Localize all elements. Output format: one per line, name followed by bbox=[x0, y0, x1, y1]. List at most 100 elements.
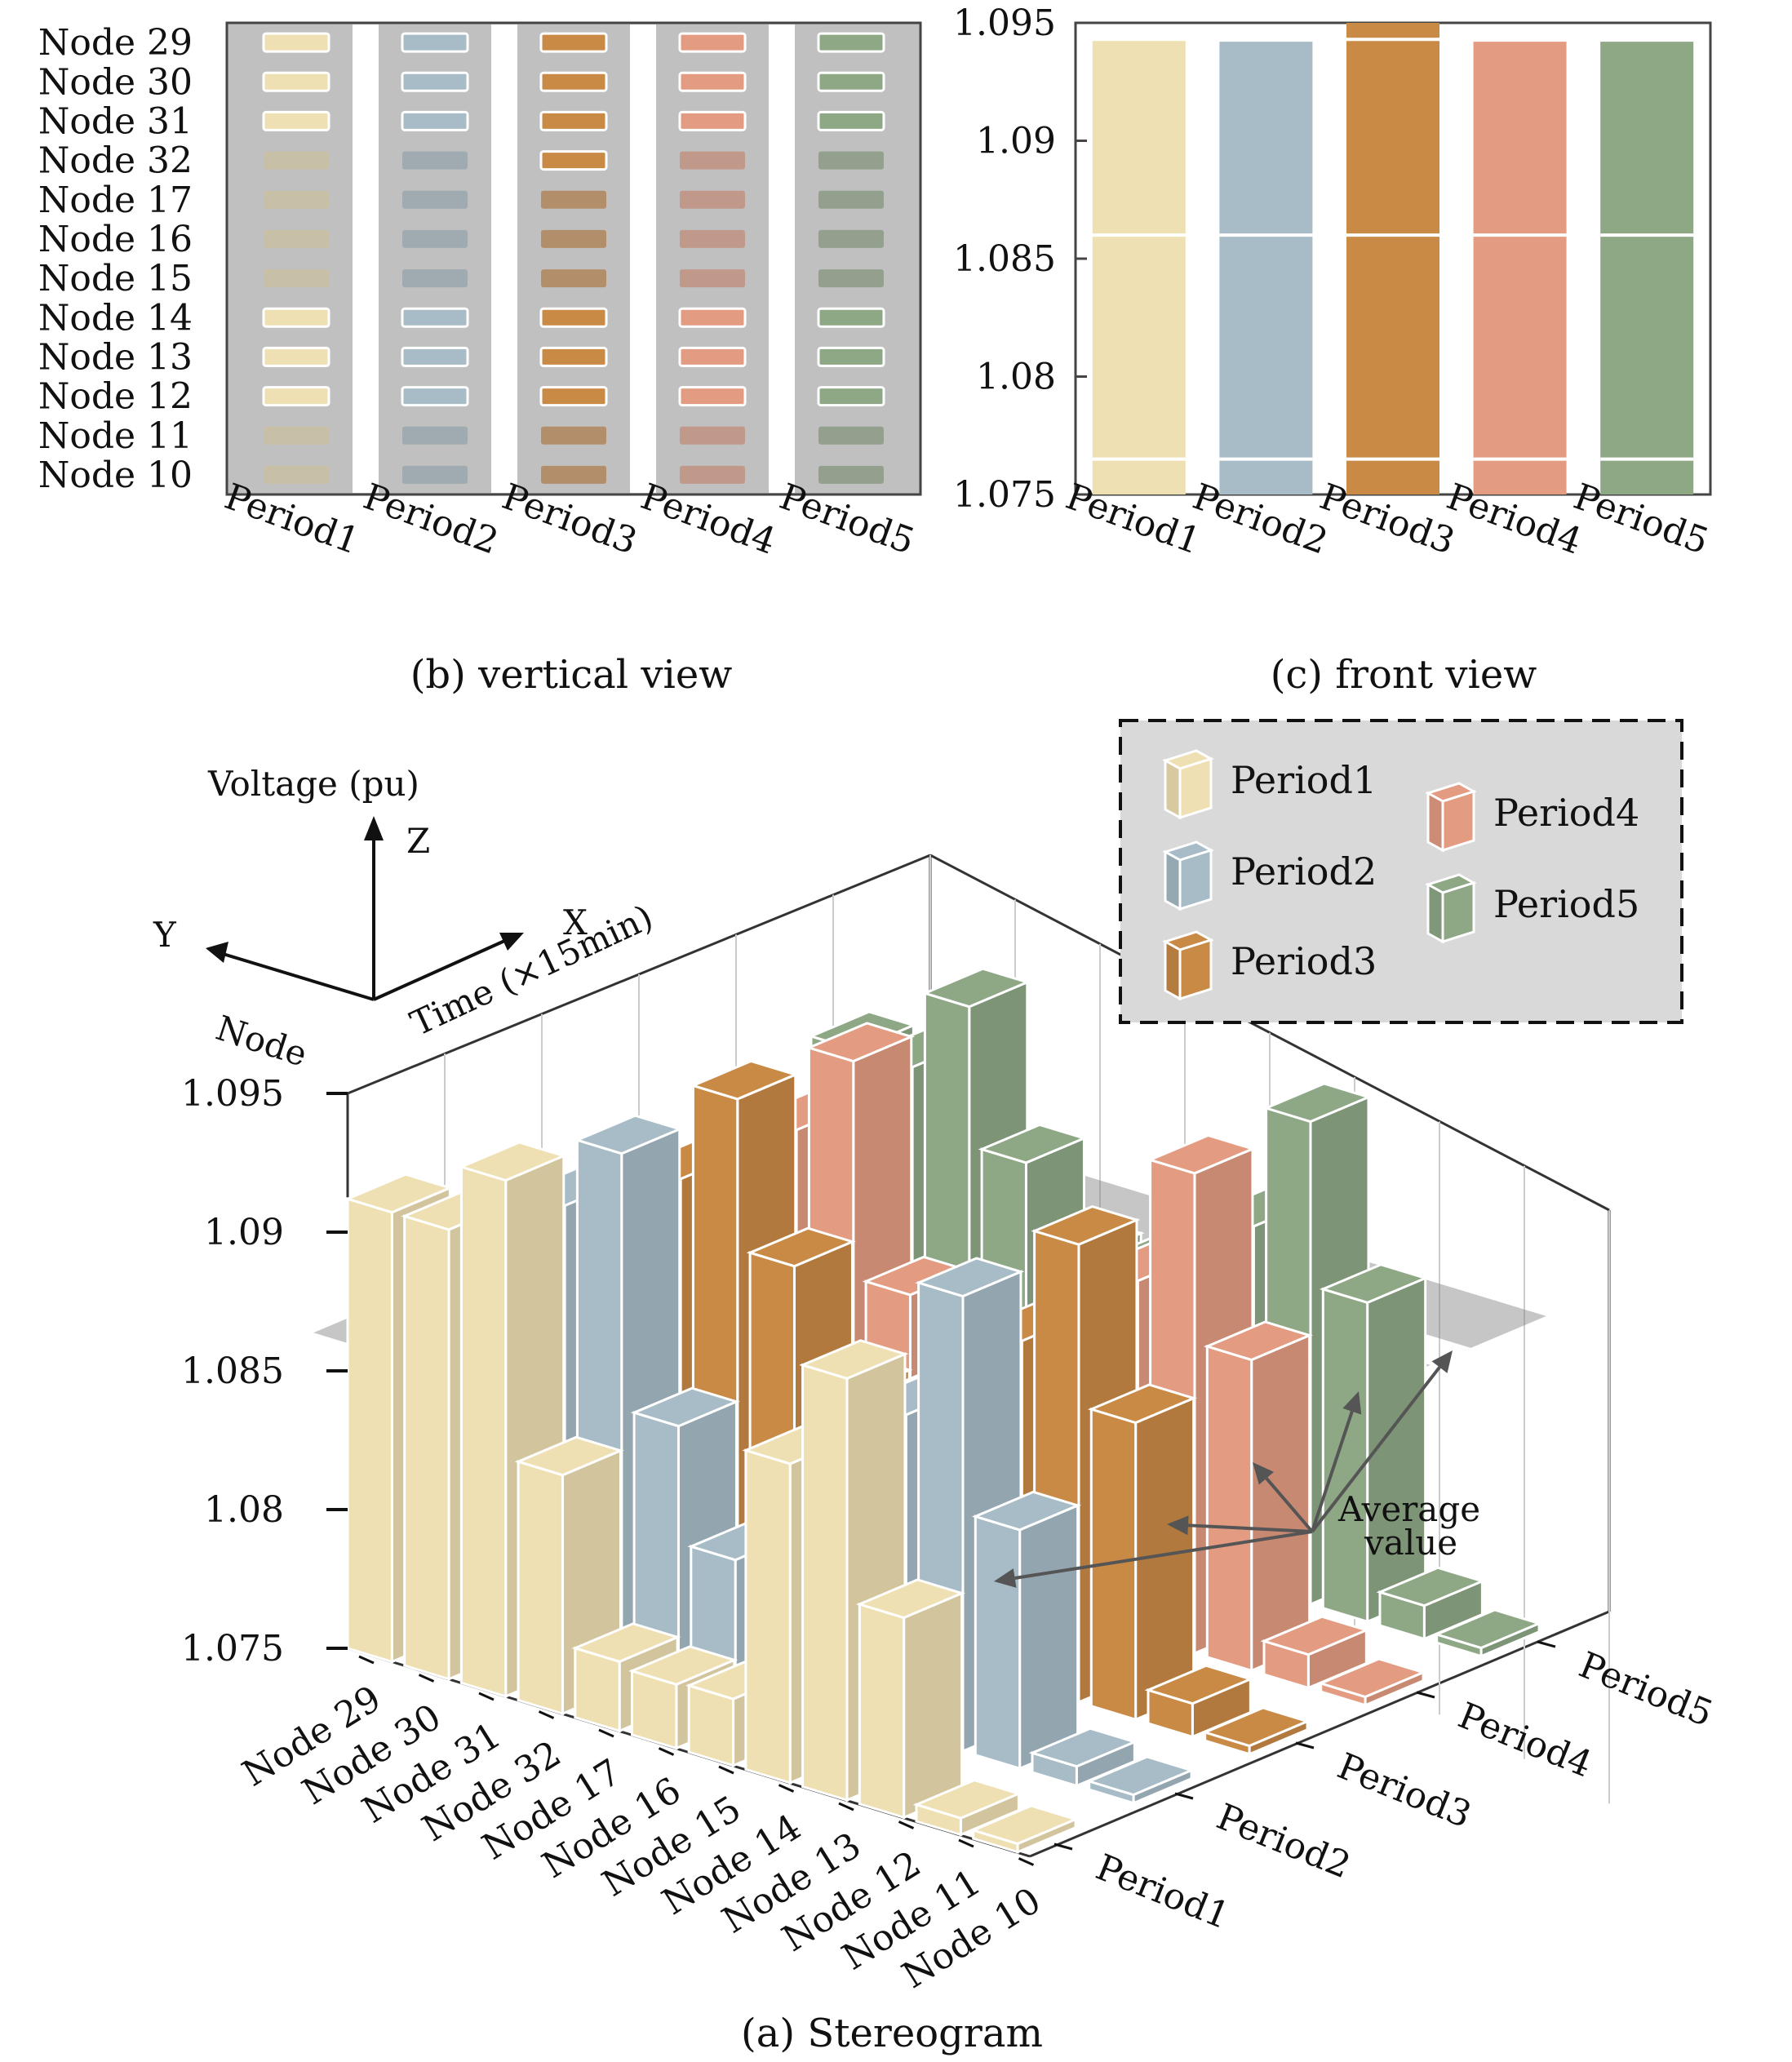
stereo-bar-top bbox=[1433, 1608, 1543, 1650]
stereo-bar-side bbox=[903, 1591, 964, 1820]
period-label: Period3 bbox=[1332, 1745, 1477, 1837]
stereo-bar-top bbox=[912, 1779, 1022, 1820]
legend-item: Period2 bbox=[1162, 840, 1377, 911]
heatmap-cell bbox=[817, 110, 885, 131]
front-view-bar bbox=[1473, 42, 1567, 495]
node-tick-mark bbox=[958, 1838, 974, 1848]
z-tick-label: 1.09 bbox=[204, 1212, 284, 1253]
annotation-arrow bbox=[1311, 1411, 1354, 1532]
annotation-arrowhead bbox=[1342, 1391, 1362, 1415]
stereo-bar-top bbox=[1201, 1706, 1311, 1748]
heatmap-cell bbox=[678, 346, 747, 367]
heatmap-cell bbox=[262, 71, 330, 92]
legend-label: Period1 bbox=[1231, 758, 1377, 802]
period-label: Period5 bbox=[1573, 1644, 1719, 1736]
stereo-bar-side bbox=[1250, 1333, 1311, 1673]
heatmap-cell bbox=[817, 32, 885, 53]
legend-swatch-side bbox=[1426, 882, 1444, 944]
stereo-bar bbox=[1144, 1664, 1254, 1739]
heatmap-cell bbox=[817, 346, 885, 367]
vertical-view-node-label: Node 17 bbox=[38, 180, 193, 221]
stereo-bar bbox=[1260, 1615, 1370, 1690]
stereo-bar-top bbox=[690, 1059, 800, 1101]
column-gap bbox=[769, 24, 795, 493]
node-tick-mark bbox=[898, 1820, 915, 1829]
heatmap-cell bbox=[541, 269, 606, 288]
heatmap-cell bbox=[539, 110, 608, 131]
heatmap-cell bbox=[262, 386, 330, 407]
stereo-bar-top bbox=[746, 1226, 856, 1268]
annotation-arrowhead bbox=[1253, 1462, 1275, 1485]
vertical-view-node-label: Node 12 bbox=[38, 376, 193, 418]
stereo-bar-top bbox=[1144, 1664, 1254, 1705]
heatmap-cell bbox=[678, 386, 747, 407]
front-view-y-tick: 1.075 bbox=[953, 474, 1056, 516]
legend-swatch-side bbox=[1426, 791, 1444, 853]
heatmap-cell bbox=[818, 426, 884, 445]
stereo-bar bbox=[1433, 1608, 1543, 1658]
stereo-bar-top bbox=[514, 1435, 624, 1477]
heatmap-cell bbox=[680, 269, 745, 288]
legend-swatch-front bbox=[1178, 938, 1213, 1001]
vertical-view-node-label: Node 30 bbox=[38, 61, 193, 103]
stereo-bar-front bbox=[744, 1448, 792, 1785]
heatmap-cell bbox=[678, 307, 747, 328]
period-tick-mark bbox=[1416, 1691, 1435, 1699]
average-value-annotation bbox=[994, 1350, 1453, 1588]
vertical-view-node-label: Node 13 bbox=[38, 336, 193, 378]
legend-item: Period1 bbox=[1162, 749, 1377, 820]
front-view-bar bbox=[1600, 42, 1694, 495]
heatmap-cell bbox=[401, 307, 469, 328]
stereo-bar-top bbox=[1031, 1205, 1141, 1246]
period-label: Period1 bbox=[1090, 1847, 1235, 1938]
node-tick-mark bbox=[418, 1674, 435, 1683]
stereo-bar bbox=[855, 1578, 966, 1820]
node-tick-mark bbox=[1018, 1857, 1035, 1866]
stereo-bar-top bbox=[1087, 1383, 1198, 1425]
heatmap-cell bbox=[678, 110, 747, 131]
legend-label: Period4 bbox=[1493, 791, 1639, 835]
stereo-bar-top bbox=[805, 1022, 916, 1063]
heatmap-cell bbox=[402, 190, 468, 209]
stereo-bar-top bbox=[1376, 1566, 1486, 1607]
z-tick-label: 1.095 bbox=[181, 1073, 284, 1115]
legend-label: Period3 bbox=[1231, 939, 1377, 983]
front-view-bar bbox=[1092, 39, 1186, 495]
heatmap-cell bbox=[264, 229, 329, 248]
stereo-bar-top bbox=[1085, 1755, 1195, 1797]
heatmap-cell bbox=[264, 426, 329, 445]
stereo-bar-front bbox=[1321, 1287, 1369, 1624]
heatmap-cell bbox=[678, 32, 747, 53]
front-view-y-tick: 1.095 bbox=[953, 2, 1056, 44]
annotation-arrowhead bbox=[1431, 1350, 1453, 1373]
z-tick-label: 1.08 bbox=[204, 1489, 284, 1531]
stereo-bar-top bbox=[969, 1804, 1080, 1846]
heatmap-cell bbox=[539, 71, 608, 92]
annotation-arrow bbox=[1311, 1366, 1441, 1533]
legend-item: Period3 bbox=[1162, 930, 1377, 1001]
legend-item: Period5 bbox=[1425, 873, 1639, 944]
node-tick-mark bbox=[658, 1747, 675, 1756]
legend-swatch-front bbox=[1178, 756, 1213, 820]
heatmap-cell bbox=[539, 307, 608, 328]
heatmap-cell bbox=[818, 229, 884, 248]
node-tick-mark bbox=[358, 1655, 375, 1665]
period-tick-mark bbox=[1174, 1792, 1194, 1800]
vertical-view-node-label: Node 31 bbox=[38, 100, 193, 142]
heatmap-cell bbox=[818, 465, 884, 484]
stereo-bar-top bbox=[574, 1114, 684, 1155]
z-tick-label: 1.075 bbox=[181, 1628, 284, 1670]
legend-swatch-side bbox=[1164, 758, 1182, 820]
z-tick-label: 1.085 bbox=[181, 1350, 284, 1392]
heatmap-cell bbox=[262, 307, 330, 328]
heatmap-cell bbox=[680, 229, 745, 248]
annotation-arrow bbox=[1014, 1530, 1313, 1580]
vertical-view-plot-area bbox=[225, 21, 922, 496]
stereo-bar-front bbox=[858, 1602, 906, 1820]
legend-swatch-side bbox=[1164, 939, 1182, 1001]
stereo-bar-front bbox=[403, 1214, 450, 1681]
stereo-bar bbox=[1087, 1383, 1198, 1722]
heatmap-cell bbox=[402, 426, 468, 445]
front-view-bar bbox=[1346, 23, 1439, 494]
